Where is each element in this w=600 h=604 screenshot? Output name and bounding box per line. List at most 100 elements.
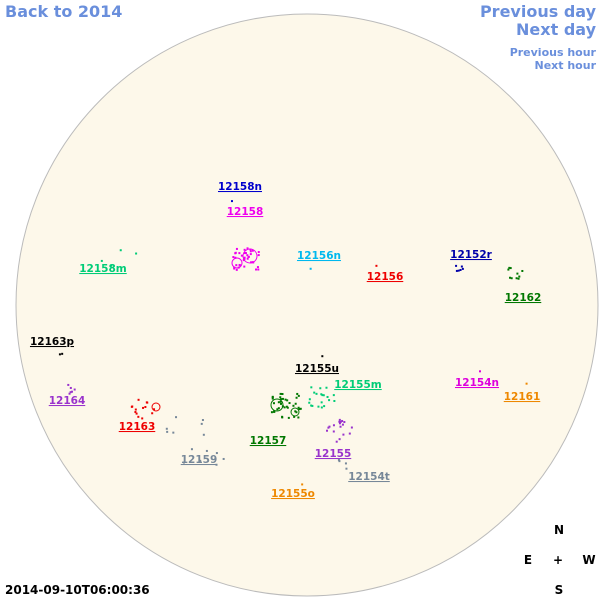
sunspot-dot	[73, 388, 76, 391]
sunspot-dot	[332, 394, 335, 397]
back-link[interactable]: Back to 2014	[5, 2, 122, 21]
sunspot-dot	[338, 418, 341, 421]
sunspot-dot	[279, 396, 282, 399]
sunspot-dot	[256, 266, 259, 269]
sunspot-dot	[215, 452, 218, 455]
sunspot-dot	[166, 430, 169, 433]
sunspot-dot	[251, 249, 254, 252]
sunspot-dot	[322, 394, 325, 397]
compass-west: W	[582, 553, 595, 567]
sunspot-dot	[294, 402, 297, 405]
sunspot-dot	[272, 402, 275, 405]
sunspot-dot	[285, 405, 288, 408]
sunspot-dot	[240, 254, 243, 257]
region-label[interactable]: 12163	[119, 421, 156, 433]
sunspot-dot	[69, 386, 72, 389]
sunspot-dot	[294, 410, 297, 413]
region-label[interactable]: 12155o	[271, 488, 315, 500]
sunspot-dot	[243, 248, 246, 251]
sunspot-dot	[461, 267, 464, 270]
sunspot-dot	[247, 255, 250, 258]
next-day-link[interactable]: Next day	[516, 20, 597, 39]
sunspot-dot	[134, 408, 137, 411]
sunspot-dot	[172, 431, 175, 434]
sunspot-dot	[283, 406, 286, 409]
sunspot-dot	[296, 392, 299, 395]
sunspot-dot	[142, 406, 145, 409]
region-label[interactable]: 12155m	[334, 379, 382, 391]
sunspot-ring	[231, 257, 243, 269]
sunspot-dot	[333, 399, 336, 402]
sunspot-dot	[110, 264, 113, 267]
sunspot-ring	[242, 248, 258, 264]
sunspot-dot	[250, 261, 253, 264]
sunspot-dot	[323, 405, 326, 408]
region-label[interactable]: 12162	[505, 292, 542, 304]
sunspot-dot	[335, 440, 338, 443]
region-label[interactable]: 12156n	[297, 250, 341, 262]
region-label[interactable]: 12156	[367, 271, 404, 283]
compass-north: N	[554, 523, 564, 537]
sunspot-dot	[344, 462, 347, 465]
previous-day-link[interactable]: Previous day	[480, 2, 597, 21]
sunspot-dot	[319, 387, 322, 390]
sunspot-dot	[328, 399, 331, 402]
compass-south: S	[555, 583, 564, 597]
sunspot-dot	[271, 395, 274, 398]
sunspot-dot	[246, 247, 249, 250]
sunspot-dot	[326, 395, 329, 398]
sunspot-dot	[301, 483, 304, 486]
sunspot-dot	[273, 410, 276, 413]
sunspot-dot	[509, 267, 512, 270]
sunspot-dot	[297, 394, 300, 397]
region-label[interactable]: 12155u	[295, 363, 339, 375]
sunspot-dot	[308, 398, 311, 401]
compass-east: E	[524, 553, 532, 567]
region-label[interactable]: 12164	[49, 395, 86, 407]
region-label[interactable]: 12154n	[455, 377, 499, 389]
sunspot-dot	[134, 411, 137, 414]
sunspot-dot	[341, 423, 344, 426]
sunspot-dot	[343, 421, 346, 424]
sunspot-dot	[243, 257, 246, 260]
region-label[interactable]: 12161	[504, 391, 541, 403]
sunspot-dot	[281, 393, 284, 396]
sunspot-dot	[151, 412, 154, 415]
sunspot-dot	[137, 415, 140, 418]
sunspot-dot	[338, 438, 341, 441]
region-label[interactable]: 12154t	[348, 471, 390, 483]
sunspot-dot	[508, 266, 511, 269]
region-labels: 12158n 12158 12156n 12156 12152r 12162 12158m 1…	[30, 181, 541, 500]
sunspot-dot	[277, 407, 280, 410]
sunspot-dot	[202, 433, 205, 436]
next-hour-link[interactable]: Next hour	[535, 59, 597, 72]
region-label[interactable]: 12158	[227, 206, 264, 218]
sunspot-dot	[284, 398, 287, 401]
previous-hour-link[interactable]: Previous hour	[510, 46, 597, 59]
sunspot-dot	[320, 393, 323, 396]
sunspot-dot	[310, 404, 313, 407]
region-label[interactable]: 12158m	[79, 263, 127, 275]
sunspot-dot	[348, 432, 351, 435]
region-label[interactable]: 12158n	[218, 181, 262, 193]
sunspot-dot	[137, 398, 140, 401]
region-label[interactable]: 12155	[315, 448, 352, 460]
sunspot-dot	[321, 394, 324, 397]
sunspot-dot	[460, 265, 463, 268]
region-label[interactable]: 12152r	[450, 249, 493, 261]
sunspot-dot	[326, 429, 329, 432]
sunspot-dot	[516, 272, 519, 275]
sunspot-dot	[243, 265, 246, 268]
sunspot-dot	[246, 254, 249, 257]
sunspot-dot	[249, 250, 252, 253]
sunspot-dot	[455, 264, 458, 267]
sunspot-dot	[201, 419, 204, 422]
region-label[interactable]: 12163p	[30, 336, 75, 348]
sunspot-dot	[317, 405, 320, 408]
sunspot-dot	[337, 458, 340, 461]
sunspot-dot	[313, 391, 316, 394]
region-label[interactable]: 12157	[250, 435, 287, 447]
sunspot-dot	[238, 252, 241, 255]
sunspot-dot	[295, 396, 298, 399]
region-label[interactable]: 12159	[181, 454, 218, 466]
